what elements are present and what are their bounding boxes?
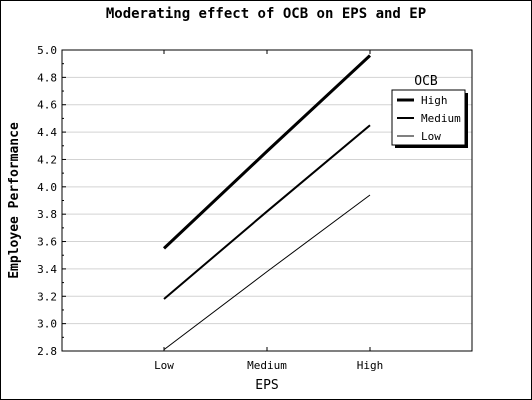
y-tick-label: 5.0 <box>37 44 57 57</box>
y-tick-label: 3.6 <box>37 236 57 249</box>
x-axis-label: EPS <box>255 378 278 393</box>
x-tick-label: Low <box>154 359 174 372</box>
legend: OCB High Medium Low <box>391 74 468 148</box>
y-tick-label: 4.2 <box>37 153 57 166</box>
legend-title: OCB <box>414 74 438 89</box>
legend-label: Medium <box>421 112 461 125</box>
chart-title: Moderating effect of OCB on EPS and EP <box>105 6 427 22</box>
y-tick-label: 3.0 <box>37 318 57 331</box>
series-lines <box>162 54 372 351</box>
y-tick-label: 4.0 <box>37 181 57 194</box>
series-line-medium <box>163 124 371 300</box>
y-tick-label: 3.8 <box>37 208 57 221</box>
y-tick-label: 3.4 <box>37 263 57 276</box>
y-tick-label: 4.4 <box>37 126 57 139</box>
series-line-low <box>163 194 371 351</box>
legend-label: High <box>421 94 448 107</box>
legend-label: Low <box>421 130 441 143</box>
y-axis-label: Employee Performance <box>7 122 22 279</box>
y-tick-label: 2.8 <box>37 345 57 358</box>
y-tick-label: 4.6 <box>37 99 57 112</box>
series-line-high <box>162 54 372 250</box>
y-tick-label: 4.8 <box>37 71 57 84</box>
y-tick-label: 3.2 <box>37 290 57 303</box>
x-tick-label: High <box>357 359 384 372</box>
x-tick-label: Medium <box>247 359 287 372</box>
axis-ticks: 2.8 3.0 3.2 3.4 3.6 3.8 4.0 4.2 4.4 4.6 4.8 5.0 Low M… <box>37 44 383 372</box>
legend-items: High Medium Low <box>397 94 461 143</box>
